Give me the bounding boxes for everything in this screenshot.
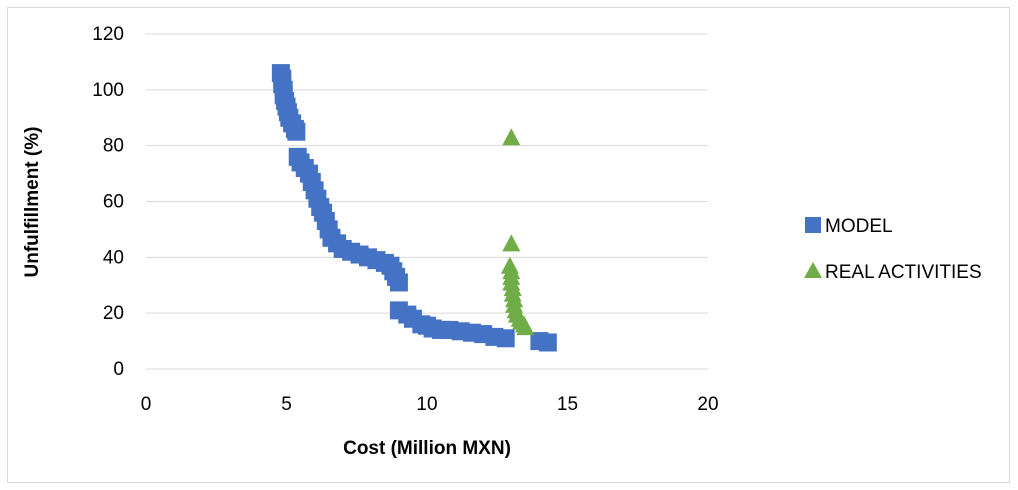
real-activities-point: [502, 128, 521, 146]
y-tick-label: 60: [103, 192, 124, 213]
real-activities-point: [502, 234, 521, 252]
series-real-activities: [500, 128, 535, 336]
x-tick-label: 15: [557, 394, 578, 415]
model-point: [496, 329, 515, 348]
gridlines: [146, 33, 708, 370]
y-tick-labels: 0 20 40 60 80 100 120: [92, 24, 124, 380]
x-tick-label: 0: [141, 394, 152, 415]
x-tick-label: 20: [697, 394, 718, 415]
legend-label-real-activities: REAL ACTIVITIES: [825, 262, 982, 283]
y-axis-title: Unfulfillment (%): [22, 127, 43, 278]
legend-marker-model: [805, 217, 821, 233]
legend-label-model: MODEL: [825, 216, 893, 237]
legend-marker-real-activities: [804, 262, 822, 278]
y-tick-label: 120: [92, 24, 124, 45]
x-tick-label: 5: [281, 394, 292, 415]
data-points: [271, 64, 557, 352]
model-point: [389, 273, 408, 292]
legend: MODEL REAL ACTIVITIES: [804, 216, 982, 283]
real-activities-point: [516, 318, 535, 336]
y-tick-label: 20: [103, 303, 124, 324]
x-tick-labels: 0 5 10 15 20: [141, 394, 719, 415]
series-model: [271, 64, 557, 352]
x-axis-title: Cost (Million MXN): [343, 438, 511, 459]
x-tick-label: 10: [416, 394, 437, 415]
y-tick-label: 100: [92, 80, 124, 101]
chart-frame: [7, 7, 1010, 483]
model-point: [538, 333, 557, 352]
y-tick-label: 0: [113, 359, 124, 380]
y-tick-label: 40: [103, 247, 124, 268]
model-point: [287, 122, 306, 141]
y-tick-label: 80: [103, 136, 124, 157]
